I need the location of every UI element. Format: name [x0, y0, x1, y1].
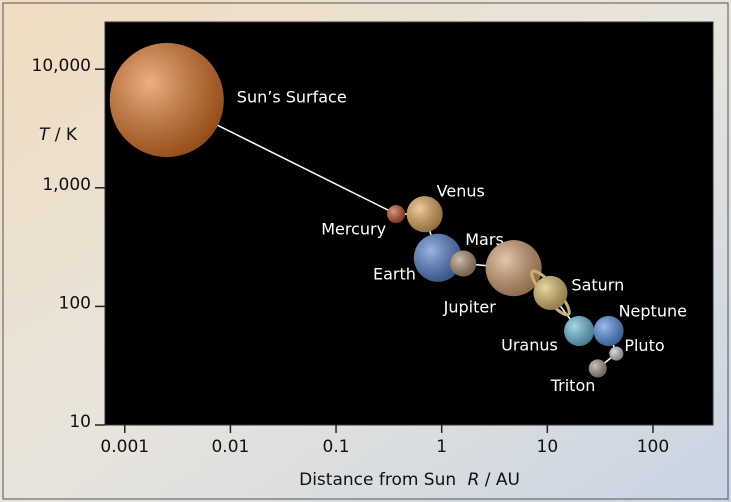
y-label-unit: / K: [55, 125, 78, 145]
body-shade: [486, 240, 542, 296]
body-shade: [609, 347, 623, 361]
x-tick-label: 1: [436, 437, 447, 457]
body-shade: [407, 196, 443, 232]
x-tick-label: 0.001: [100, 437, 149, 457]
y-label-symbol: T: [39, 125, 51, 145]
x-tick-label: 0.1: [323, 437, 350, 457]
body-label: Pluto: [624, 336, 664, 355]
y-axis-label: T / K: [39, 125, 78, 145]
chart: T / K Distance from Sun R / AU 10 100 1,00…: [0, 0, 731, 502]
y-tick-label: 100: [59, 293, 91, 313]
x-label-unit: / AU: [485, 470, 520, 490]
x-label-text: Distance from Sun: [299, 470, 456, 490]
y-tick-label: 10: [69, 412, 91, 432]
y-tick-label: 10,000: [32, 56, 91, 76]
body-label: Jupiter: [443, 298, 497, 317]
x-tick-label: 10: [537, 437, 559, 457]
body-shade: [589, 359, 607, 377]
body-shade: [110, 43, 224, 157]
body-label: Venus: [437, 182, 485, 201]
body-shade: [450, 250, 476, 276]
body-label: Saturn: [571, 275, 624, 294]
x-tick-label: 100: [637, 437, 669, 457]
body-label: Uranus: [501, 336, 558, 355]
body-label: Neptune: [619, 302, 687, 321]
body-label: Sun’s Surface: [237, 87, 347, 106]
body-shade: [564, 316, 594, 346]
x-tick-label: 0.01: [211, 437, 249, 457]
body-label: Triton: [550, 376, 596, 395]
body-shade: [533, 276, 567, 310]
body-label: Mercury: [321, 220, 386, 239]
body-shade: [387, 205, 405, 223]
x-label-symbol: R: [468, 470, 480, 490]
body-label: Earth: [373, 264, 416, 283]
x-axis-label: Distance from Sun R / AU: [299, 470, 520, 490]
y-tick-label: 1,000: [42, 175, 91, 195]
